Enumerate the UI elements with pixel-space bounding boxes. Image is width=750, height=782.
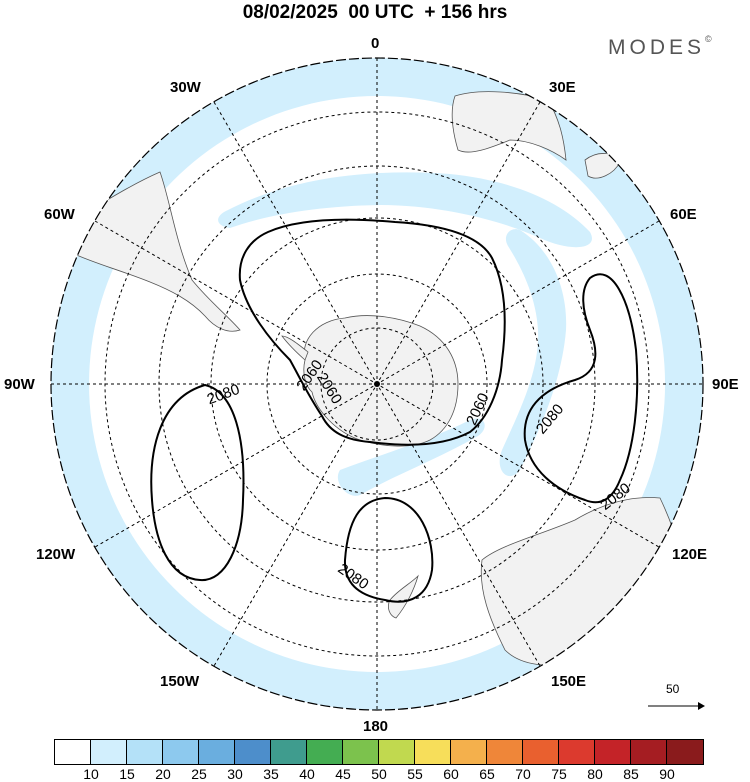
colorbar-tick-label: 25 [191,766,207,782]
lon-label-30w: 30W [170,79,201,96]
pole-marker-icon [374,381,380,387]
brand-mark: © [705,34,712,44]
colorbar-swatch [595,740,631,764]
antarctic-peninsula [281,335,309,361]
colorbar-swatch [523,740,559,764]
lon-label-120e: 120E [672,546,708,563]
colorbar [54,739,704,765]
colorbar-tick-label: 65 [479,766,495,782]
contour-2060 [238,218,506,446]
colorbar-tick-label: 30 [227,766,243,782]
colorbar-tick-label: 15 [119,766,135,782]
contour-2080-south [343,496,434,603]
colorbar-swatch [127,740,163,764]
south-america [59,171,241,332]
lon-label-60e: 60E [670,206,697,223]
new-zealand [388,574,419,619]
lon-label-150e: 150E [551,673,587,690]
colorbar-tick-label: 50 [371,766,387,782]
map-title: 08/02/2025 00 UTC + 156 hrs [242,2,508,23]
lon-label-30e: 30E [549,79,576,96]
lon-label-90w: 90W [4,376,35,393]
colorbar-tick-label: 85 [623,766,639,782]
contour-2080-west [150,383,245,582]
lon-label-180: 180 [363,718,389,735]
wind-band-southwest [337,418,485,496]
vector-arrow-icon [648,702,705,710]
colorbar-swatch [343,740,379,764]
vector-reference-label: 50 [666,682,680,696]
colorbar-swatch [55,740,91,764]
contour-2080-east [523,273,639,504]
colorbar-swatch [271,740,307,764]
colorbar-tick-label: 10 [83,766,99,782]
brand-name: MODES [608,36,706,59]
colorbar-swatch [487,740,523,764]
wind-band-inner-north [218,172,592,248]
colorbar-tick-label: 70 [515,766,531,782]
colorbar-tick-label: 90 [659,766,675,782]
map-border [50,57,704,711]
colorbar-tick-label: 40 [299,766,315,782]
colorbar-swatch [451,740,487,764]
colorbar-swatch [415,740,451,764]
colorbar-ticks: 10 15 20 25 30 35 40 45 50 55 60 65 70 75 80 85 90 [0,766,750,782]
colorbar-swatch [199,740,235,764]
lon-label-90e: 90E [712,376,739,393]
lon-label-120w: 120W [36,546,76,563]
colorbar-swatch [307,740,343,764]
colorbar-swatch [559,740,595,764]
colorbar-tick-label: 55 [407,766,423,782]
colorbar-swatch [631,740,667,764]
colorbar-swatch [667,740,703,764]
colorbar-swatch [91,740,127,764]
wind-band-inner-east [499,229,567,477]
brand-logo: MODES© [608,34,712,60]
lon-label-150w: 150W [160,673,200,690]
colorbar-tick-label: 20 [155,766,171,782]
colorbar-tick-label: 60 [443,766,459,782]
colorbar-tick-label: 75 [551,766,567,782]
colorbar-tick-label: 45 [335,766,351,782]
contours [150,218,639,603]
colorbar-swatch [235,740,271,764]
lon-label-60w: 60W [44,206,75,223]
lon-label-0: 0 [371,35,380,52]
colorbar-tick-label: 80 [587,766,603,782]
africa [451,91,567,161]
colorbar-swatch [379,740,415,764]
colorbar-swatch [163,740,199,764]
colorbar-tick-label: 35 [263,766,279,782]
